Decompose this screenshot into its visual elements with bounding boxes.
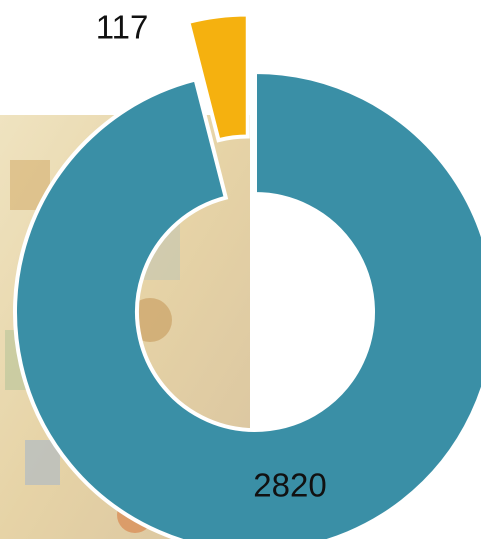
data-label: 2820 bbox=[253, 467, 326, 504]
chart: 117 2820 bbox=[0, 0, 481, 539]
page: 117 2820 {"chart_data": {"type": "pie", … bbox=[0, 0, 481, 539]
data-label: 117 bbox=[96, 9, 149, 46]
